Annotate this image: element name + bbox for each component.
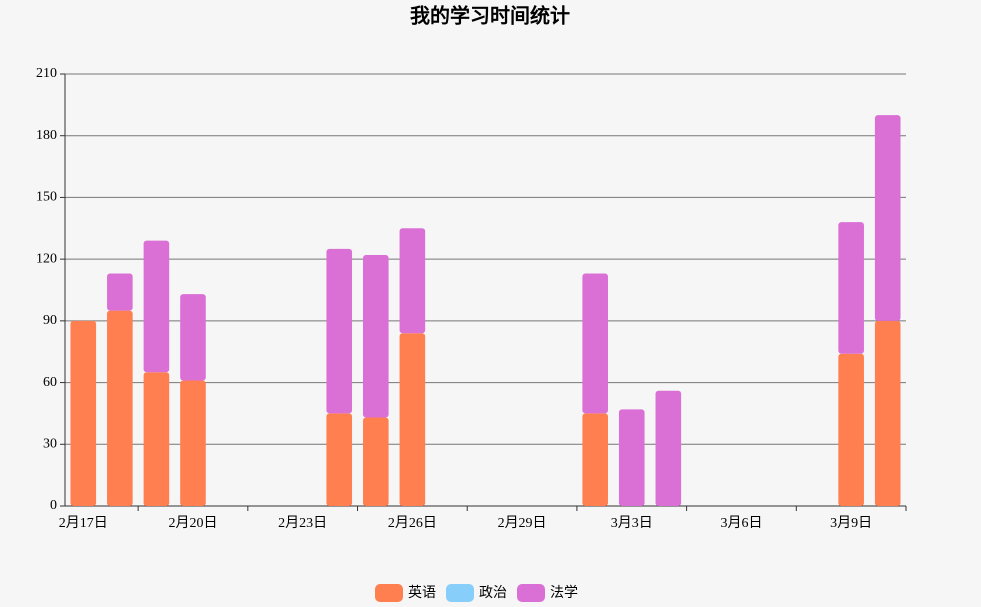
x-tick-label: 3月6日 xyxy=(720,515,762,531)
x-tick-label: 2月29日 xyxy=(498,515,547,531)
y-tick-label: 210 xyxy=(36,66,57,81)
bar-segment xyxy=(874,115,901,321)
bar-segment xyxy=(326,248,353,414)
bar-segment xyxy=(107,310,133,506)
bar-segment xyxy=(363,417,389,506)
legend-label[interactable]: 法学 xyxy=(550,585,578,601)
legend-swatch[interactable] xyxy=(517,584,545,602)
x-tick-label: 3月9日 xyxy=(830,515,872,531)
bar-segment xyxy=(70,320,97,506)
x-tick-label: 2月23日 xyxy=(278,515,327,531)
bar-segment xyxy=(838,353,864,506)
y-tick-label: 30 xyxy=(43,437,57,452)
bar-segment xyxy=(618,409,645,506)
x-tick-label: 2月20日 xyxy=(168,515,217,531)
bar-segment xyxy=(838,222,864,354)
bar-segment xyxy=(582,413,608,506)
bar-segment xyxy=(143,372,170,506)
legend-swatch[interactable] xyxy=(375,584,403,602)
y-tick-label: 120 xyxy=(36,251,57,266)
y-tick-label: 180 xyxy=(36,128,57,143)
x-tick-label: 2月26日 xyxy=(388,515,437,531)
bar-segment xyxy=(326,413,353,506)
bar-segment xyxy=(399,228,426,334)
bar-segment xyxy=(107,273,133,311)
x-tick-label: 3月3日 xyxy=(611,515,653,531)
y-tick-label: 150 xyxy=(36,190,57,205)
bar-segment xyxy=(363,255,389,418)
bar-segment xyxy=(655,390,682,506)
y-tick-label: 60 xyxy=(43,375,57,390)
bar-segment xyxy=(874,320,901,506)
bar-segment xyxy=(180,294,206,381)
bar-segment xyxy=(143,240,170,373)
y-tick-label: 0 xyxy=(50,498,57,513)
chart-title: 我的学习时间统计 xyxy=(410,4,570,28)
legend-label[interactable]: 政治 xyxy=(479,585,507,601)
legend-label[interactable]: 英语 xyxy=(408,584,436,601)
y-tick-label: 90 xyxy=(43,313,57,328)
bar-segment xyxy=(582,273,608,414)
x-tick-label: 2月17日 xyxy=(59,515,108,531)
bar-segment xyxy=(180,380,206,506)
legend-swatch[interactable] xyxy=(446,584,474,602)
bar-segment xyxy=(399,333,426,506)
